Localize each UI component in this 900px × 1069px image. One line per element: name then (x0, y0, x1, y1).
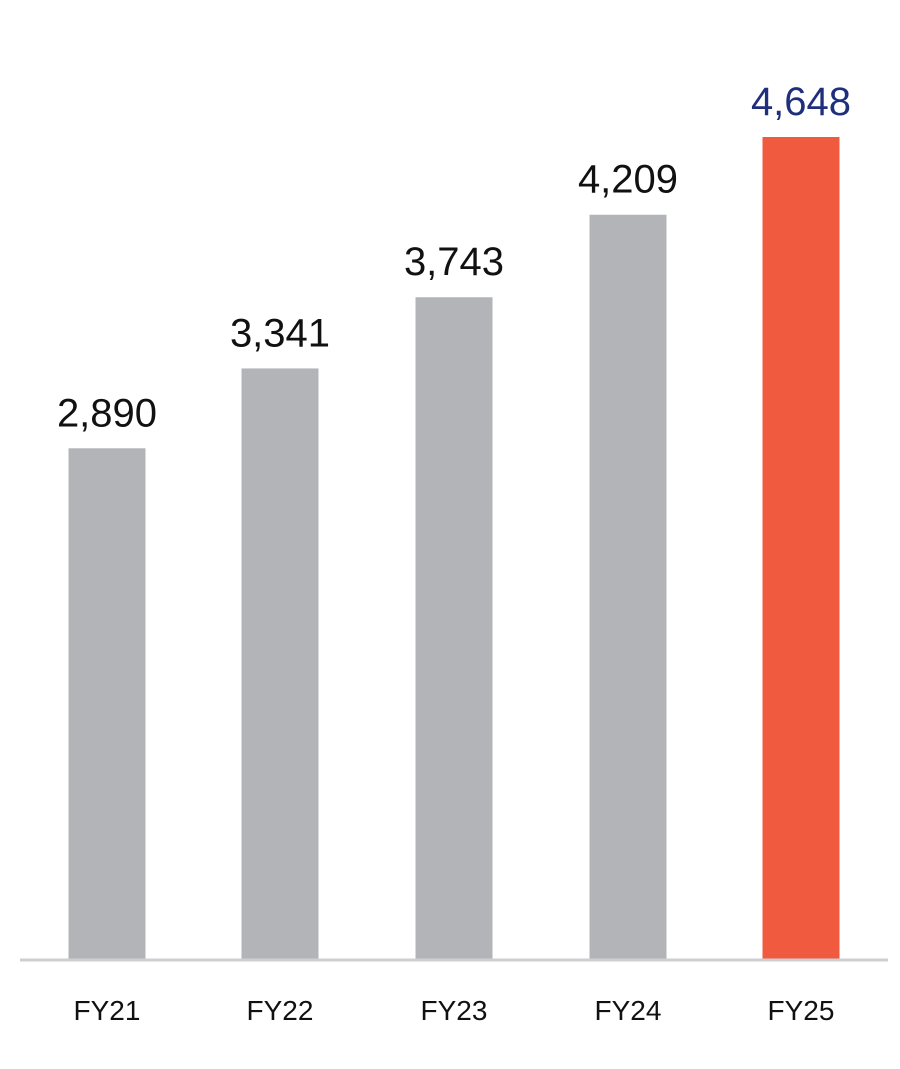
x-tick-label-fy22: FY22 (247, 995, 314, 1026)
value-label-fy25: 4,648 (751, 80, 851, 124)
bar-fy25 (762, 137, 840, 960)
bar-fy22 (241, 368, 319, 961)
bar-fy21 (68, 448, 146, 960)
bar-fy24 (589, 214, 667, 961)
value-label-fy24: 4,209 (578, 158, 678, 202)
value-label-fy22: 3,341 (230, 311, 330, 355)
value-label-fy23: 3,743 (404, 240, 504, 284)
value-labels-group: 2,890 3,341 3,743 4,209 4,648 (57, 80, 851, 435)
x-tick-label-fy24: FY24 (595, 995, 662, 1026)
x-tick-label-fy23: FY23 (421, 995, 488, 1026)
x-tick-label-fy21: FY21 (74, 995, 141, 1026)
bars-group (68, 137, 840, 961)
bar-fy23 (415, 297, 493, 960)
value-label-fy21: 2,890 (57, 391, 157, 435)
x-tick-label-fy25: FY25 (768, 995, 835, 1026)
x-tick-labels-group: FY21 FY22 FY23 FY24 FY25 (74, 995, 835, 1026)
